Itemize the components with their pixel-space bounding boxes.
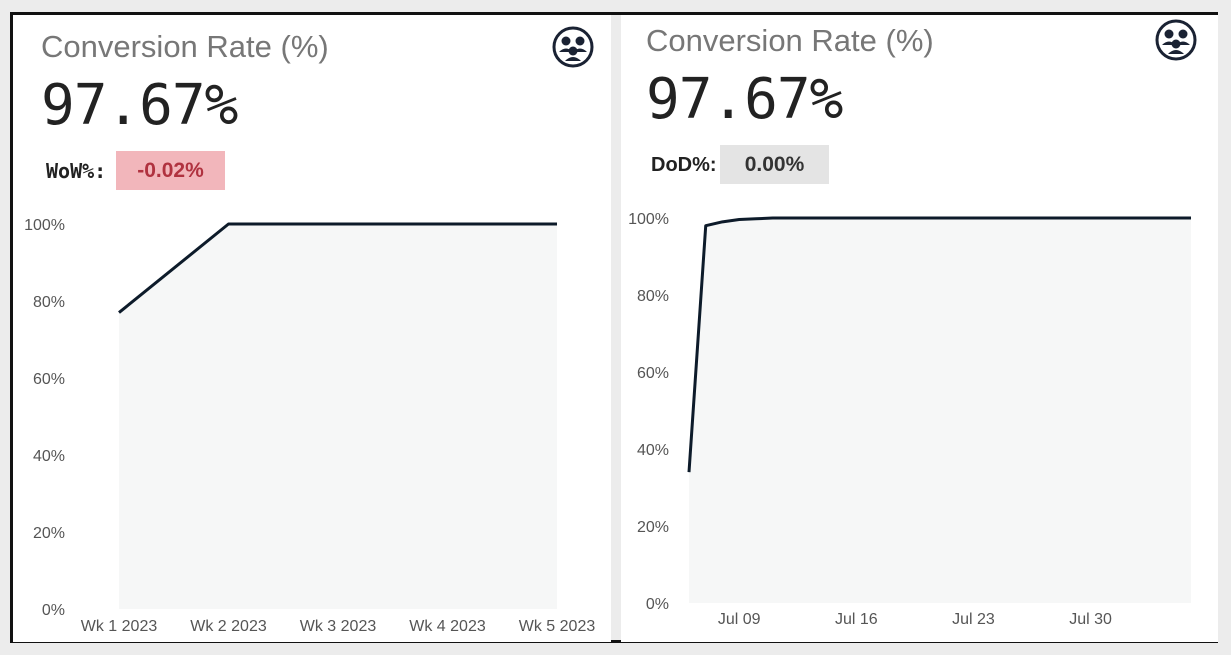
y-tick-label: 40%	[33, 448, 65, 465]
y-tick-label: 60%	[637, 365, 669, 382]
y-tick-label: 60%	[33, 371, 65, 388]
kpi-value: 97.67%	[41, 73, 238, 138]
x-tick-label: Jul 23	[952, 611, 995, 628]
y-tick-label: 20%	[637, 519, 669, 536]
y-tick-label: 80%	[637, 288, 669, 305]
y-tick-label: 40%	[637, 442, 669, 459]
y-tick-label: 100%	[628, 211, 669, 228]
conversion-card-weekly: Conversion Rate (%) 97.67% WoW%: -0.02% …	[13, 15, 611, 642]
delta-label: DoD%:	[651, 154, 717, 176]
x-tick-label: Wk 5 2023	[519, 618, 596, 635]
area-fill	[689, 218, 1191, 603]
x-tick-label: Wk 1 2023	[81, 618, 158, 635]
card-title: Conversion Rate (%)	[41, 29, 329, 64]
x-tick-label: Jul 16	[835, 611, 878, 628]
x-tick-label: Jul 09	[718, 611, 761, 628]
y-tick-label: 80%	[33, 294, 65, 311]
y-tick-label: 0%	[42, 602, 65, 619]
weekly-conversion-chart: 0% 20% 40% 60% 80% 100% Wk 1 2023 Wk 2 2023 Wk 3…	[24, 217, 596, 635]
users-sync-icon[interactable]	[551, 25, 595, 69]
daily-conversion-chart: 0% 20% 40% 60% 80% 100% Jul 09 Jul 16 Jul 23 Jul …	[628, 211, 1192, 628]
delta-label: WoW%:	[46, 159, 107, 183]
users-sync-icon[interactable]	[1154, 18, 1198, 62]
x-tick-label: Wk 4 2023	[409, 618, 486, 635]
area-fill	[119, 224, 557, 609]
y-tick-label: 20%	[33, 525, 65, 542]
y-tick-label: 0%	[646, 596, 669, 613]
x-tick-label: Wk 2 2023	[190, 618, 267, 635]
card-title: Conversion Rate (%)	[646, 23, 934, 58]
x-tick-label: Wk 3 2023	[300, 618, 377, 635]
delta-badge: 0.00%	[720, 145, 829, 184]
kpi-value: 97.67%	[646, 67, 843, 132]
delta-badge: -0.02%	[116, 151, 225, 190]
y-tick-label: 100%	[24, 217, 65, 234]
x-tick-label: Jul 30	[1069, 611, 1112, 628]
conversion-card-daily: Conversion Rate (%) 97.67% DoD%: 0.00% 0…	[621, 15, 1218, 642]
